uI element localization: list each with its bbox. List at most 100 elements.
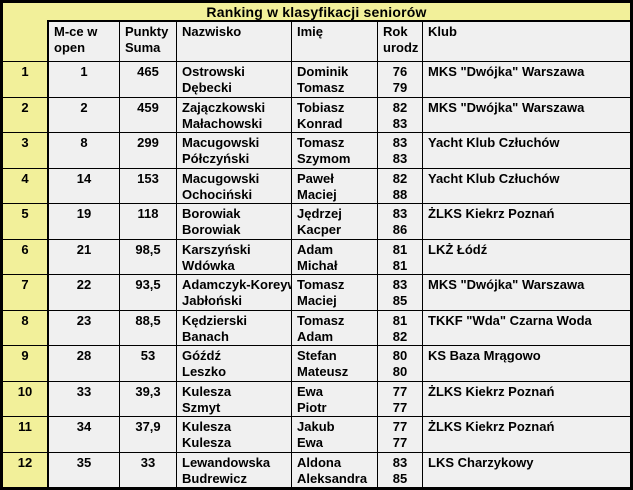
header-mce-open: M-ce w open bbox=[49, 22, 120, 61]
cell-mce-open: 8 bbox=[49, 133, 120, 168]
cell-nazwisko: Macugowski Ochociński bbox=[177, 168, 292, 203]
header-klub: Klub bbox=[428, 24, 457, 39]
rank-number: 8 bbox=[3, 311, 47, 346]
table-row: 2 459 Zajączkowski Małachowski Tobiasz Kon… bbox=[49, 97, 630, 133]
cell-imie: Ewa Piotr bbox=[292, 381, 378, 416]
cell-klub: ŻLKS Kiekrz Poznań bbox=[428, 419, 555, 434]
cell-punkty: 93,5 bbox=[120, 275, 177, 310]
rank-column-header bbox=[3, 20, 47, 62]
cell-klub: MKS "Dwójka" Warszawa bbox=[428, 99, 585, 115]
rank-number: 5 bbox=[3, 204, 47, 240]
cell-punkty: 53 bbox=[120, 346, 177, 381]
cell-punkty: 39,3 bbox=[120, 381, 177, 416]
table-row: 23 88,5 Kędzierski Banach Tomasz Adam 81 82… bbox=[49, 310, 630, 346]
cell-punkty: 459 bbox=[120, 97, 177, 132]
rank-number: 11 bbox=[3, 417, 47, 453]
cell-rok-urodz: 77 77 bbox=[378, 417, 423, 452]
cell-punkty: 37,9 bbox=[120, 417, 177, 452]
cell-rok-urodz: 77 77 bbox=[378, 381, 423, 416]
cell-mce-open: 22 bbox=[49, 275, 120, 310]
cell-nazwisko: Góźdź Leszko bbox=[177, 346, 292, 381]
cell-mce-open: 14 bbox=[49, 168, 120, 203]
cell-nazwisko: Karszyński Wdówka bbox=[177, 239, 292, 274]
cell-rok-urodz: 81 82 bbox=[378, 310, 423, 345]
cell-mce-open: 2 bbox=[49, 97, 120, 132]
cell-mce-open: 34 bbox=[49, 417, 120, 452]
cell-klub: MKS "Dwójka" Warszawa bbox=[428, 277, 585, 292]
cell-rok-urodz: 82 88 bbox=[378, 168, 423, 203]
cell-imie: Jakub Ewa bbox=[292, 417, 378, 452]
cell-klub: LKS Charzykowy bbox=[428, 454, 534, 470]
cell-punkty: 118 bbox=[120, 204, 177, 239]
header-rok-urodz: Rok urodz bbox=[378, 22, 423, 61]
cell-klub: ŻLKS Kiekrz Poznań bbox=[428, 383, 555, 399]
cell-mce-open: 23 bbox=[49, 310, 120, 345]
cell-nazwisko: Kulesza Szmyt bbox=[177, 381, 292, 416]
rank-number: 1 bbox=[3, 62, 47, 98]
cell-mce-open: 19 bbox=[49, 204, 120, 239]
data-table: M-ce w open Punkty Suma Nazwisko Imię Ro… bbox=[47, 20, 630, 487]
cell-rok-urodz: 83 85 bbox=[378, 275, 423, 310]
cell-klub: Yacht Klub Człuchów bbox=[428, 135, 560, 150]
header-imie: Imię bbox=[292, 22, 378, 61]
table-row: 14 153 Macugowski Ochociński Paweł Maciej … bbox=[49, 168, 630, 204]
cell-imie: Tomasz Maciej bbox=[292, 275, 378, 310]
table-row: 22 93,5 Adamczyk-KoreywoJabłoński Tomasz… bbox=[49, 275, 630, 311]
cell-imie: Paweł Maciej bbox=[292, 168, 378, 203]
cell-nazwisko: Kędzierski Banach bbox=[177, 310, 292, 345]
cell-punkty: 153 bbox=[120, 168, 177, 203]
table-row: 8 299 Macugowski Półczyński Tomasz Szymom … bbox=[49, 133, 630, 169]
cell-punkty: 465 bbox=[120, 62, 177, 97]
cell-rok-urodz: 83 85 bbox=[378, 452, 423, 487]
cell-punkty: 88,5 bbox=[120, 310, 177, 345]
cell-nazwisko: Zajączkowski Małachowski bbox=[177, 97, 292, 132]
rank-number: 3 bbox=[3, 133, 47, 169]
cell-punkty: 299 bbox=[120, 133, 177, 168]
header-row: M-ce w open Punkty Suma Nazwisko Imię Ro… bbox=[49, 22, 630, 62]
cell-imie: Aldona Aleksandra bbox=[292, 452, 378, 487]
cell-rok-urodz: 82 83 bbox=[378, 97, 423, 132]
cell-mce-open: 28 bbox=[49, 346, 120, 381]
table-row: 34 37,9 Kulesza Kulesza Jakub Ewa 77 77 ŻLK… bbox=[49, 417, 630, 453]
rank-column: 1 2 3 4 5 6 7 8 9 10 11 12 bbox=[3, 20, 47, 487]
table-row: 28 53 Góźdź Leszko Stefan Mateusz 80 80 KS … bbox=[49, 346, 630, 382]
cell-klub: LKŻ Łódź bbox=[428, 241, 488, 257]
table-title: Ranking w klasyfikacji seniorów bbox=[206, 3, 427, 20]
cell-klub: MKS "Dwójka" Warszawa bbox=[428, 64, 585, 79]
cell-mce-open: 1 bbox=[49, 62, 120, 97]
table-row: 33 39,3 Kulesza Szmyt Ewa Piotr 77 77 ŻLKS … bbox=[49, 381, 630, 417]
table-row: 19 118 Borowiak Borowiak Jędrzej Kacper 83… bbox=[49, 204, 630, 240]
table-row: 1 465 Ostrowski Dębecki Dominik Tomasz 76 7… bbox=[49, 62, 630, 98]
cell-nazwisko: Lewandowska Budrewicz bbox=[177, 452, 292, 487]
cell-imie: Adam Michał bbox=[292, 239, 378, 274]
rank-number: 2 bbox=[3, 98, 47, 133]
cell-mce-open: 33 bbox=[49, 381, 120, 416]
cell-klub: KS Baza Mrągowo bbox=[428, 348, 541, 363]
rank-number: 12 bbox=[17, 454, 33, 470]
cell-nazwisko: Ostrowski Dębecki bbox=[177, 62, 292, 97]
cell-imie: Tobiasz Konrad bbox=[292, 97, 378, 132]
rank-number: 9 bbox=[3, 346, 47, 382]
cell-nazwisko: Kulesza Kulesza bbox=[177, 417, 292, 452]
cell-rok-urodz: 76 79 bbox=[378, 62, 423, 97]
cell-rok-urodz: 83 83 bbox=[378, 133, 423, 168]
cell-imie: Tomasz Szymom bbox=[292, 133, 378, 168]
rank-number: 6 bbox=[3, 240, 47, 275]
table-body: 1 2 3 4 5 6 7 8 9 10 11 12 M-ce w open Punkty Suma … bbox=[3, 20, 630, 487]
cell-punkty: 33 bbox=[120, 452, 177, 487]
table-row: 35 33 Lewandowska Budrewicz Aldona Aleksan… bbox=[49, 452, 630, 487]
cell-klub: ŻLKS Kiekrz Poznań bbox=[428, 206, 555, 221]
cell-rok-urodz: 83 86 bbox=[378, 204, 423, 239]
cell-punkty: 98,5 bbox=[120, 239, 177, 274]
rank-number: 4 bbox=[3, 169, 47, 204]
cell-nazwisko: Adamczyk-KoreywoJabłoński bbox=[177, 275, 292, 310]
table-row: 21 98,5 Karszyński Wdówka Adam Michał 81 81… bbox=[49, 239, 630, 275]
cell-nazwisko: Macugowski Półczyński bbox=[177, 133, 292, 168]
cell-rok-urodz: 81 81 bbox=[378, 239, 423, 274]
cell-imie: Stefan Mateusz bbox=[292, 346, 378, 381]
cell-rok-urodz: 80 80 bbox=[378, 346, 423, 381]
header-nazwisko: Nazwisko bbox=[177, 22, 292, 61]
cell-klub: TKKF "Wda" Czarna Woda bbox=[428, 312, 592, 328]
cell-imie: Jędrzej Kacper bbox=[292, 204, 378, 239]
